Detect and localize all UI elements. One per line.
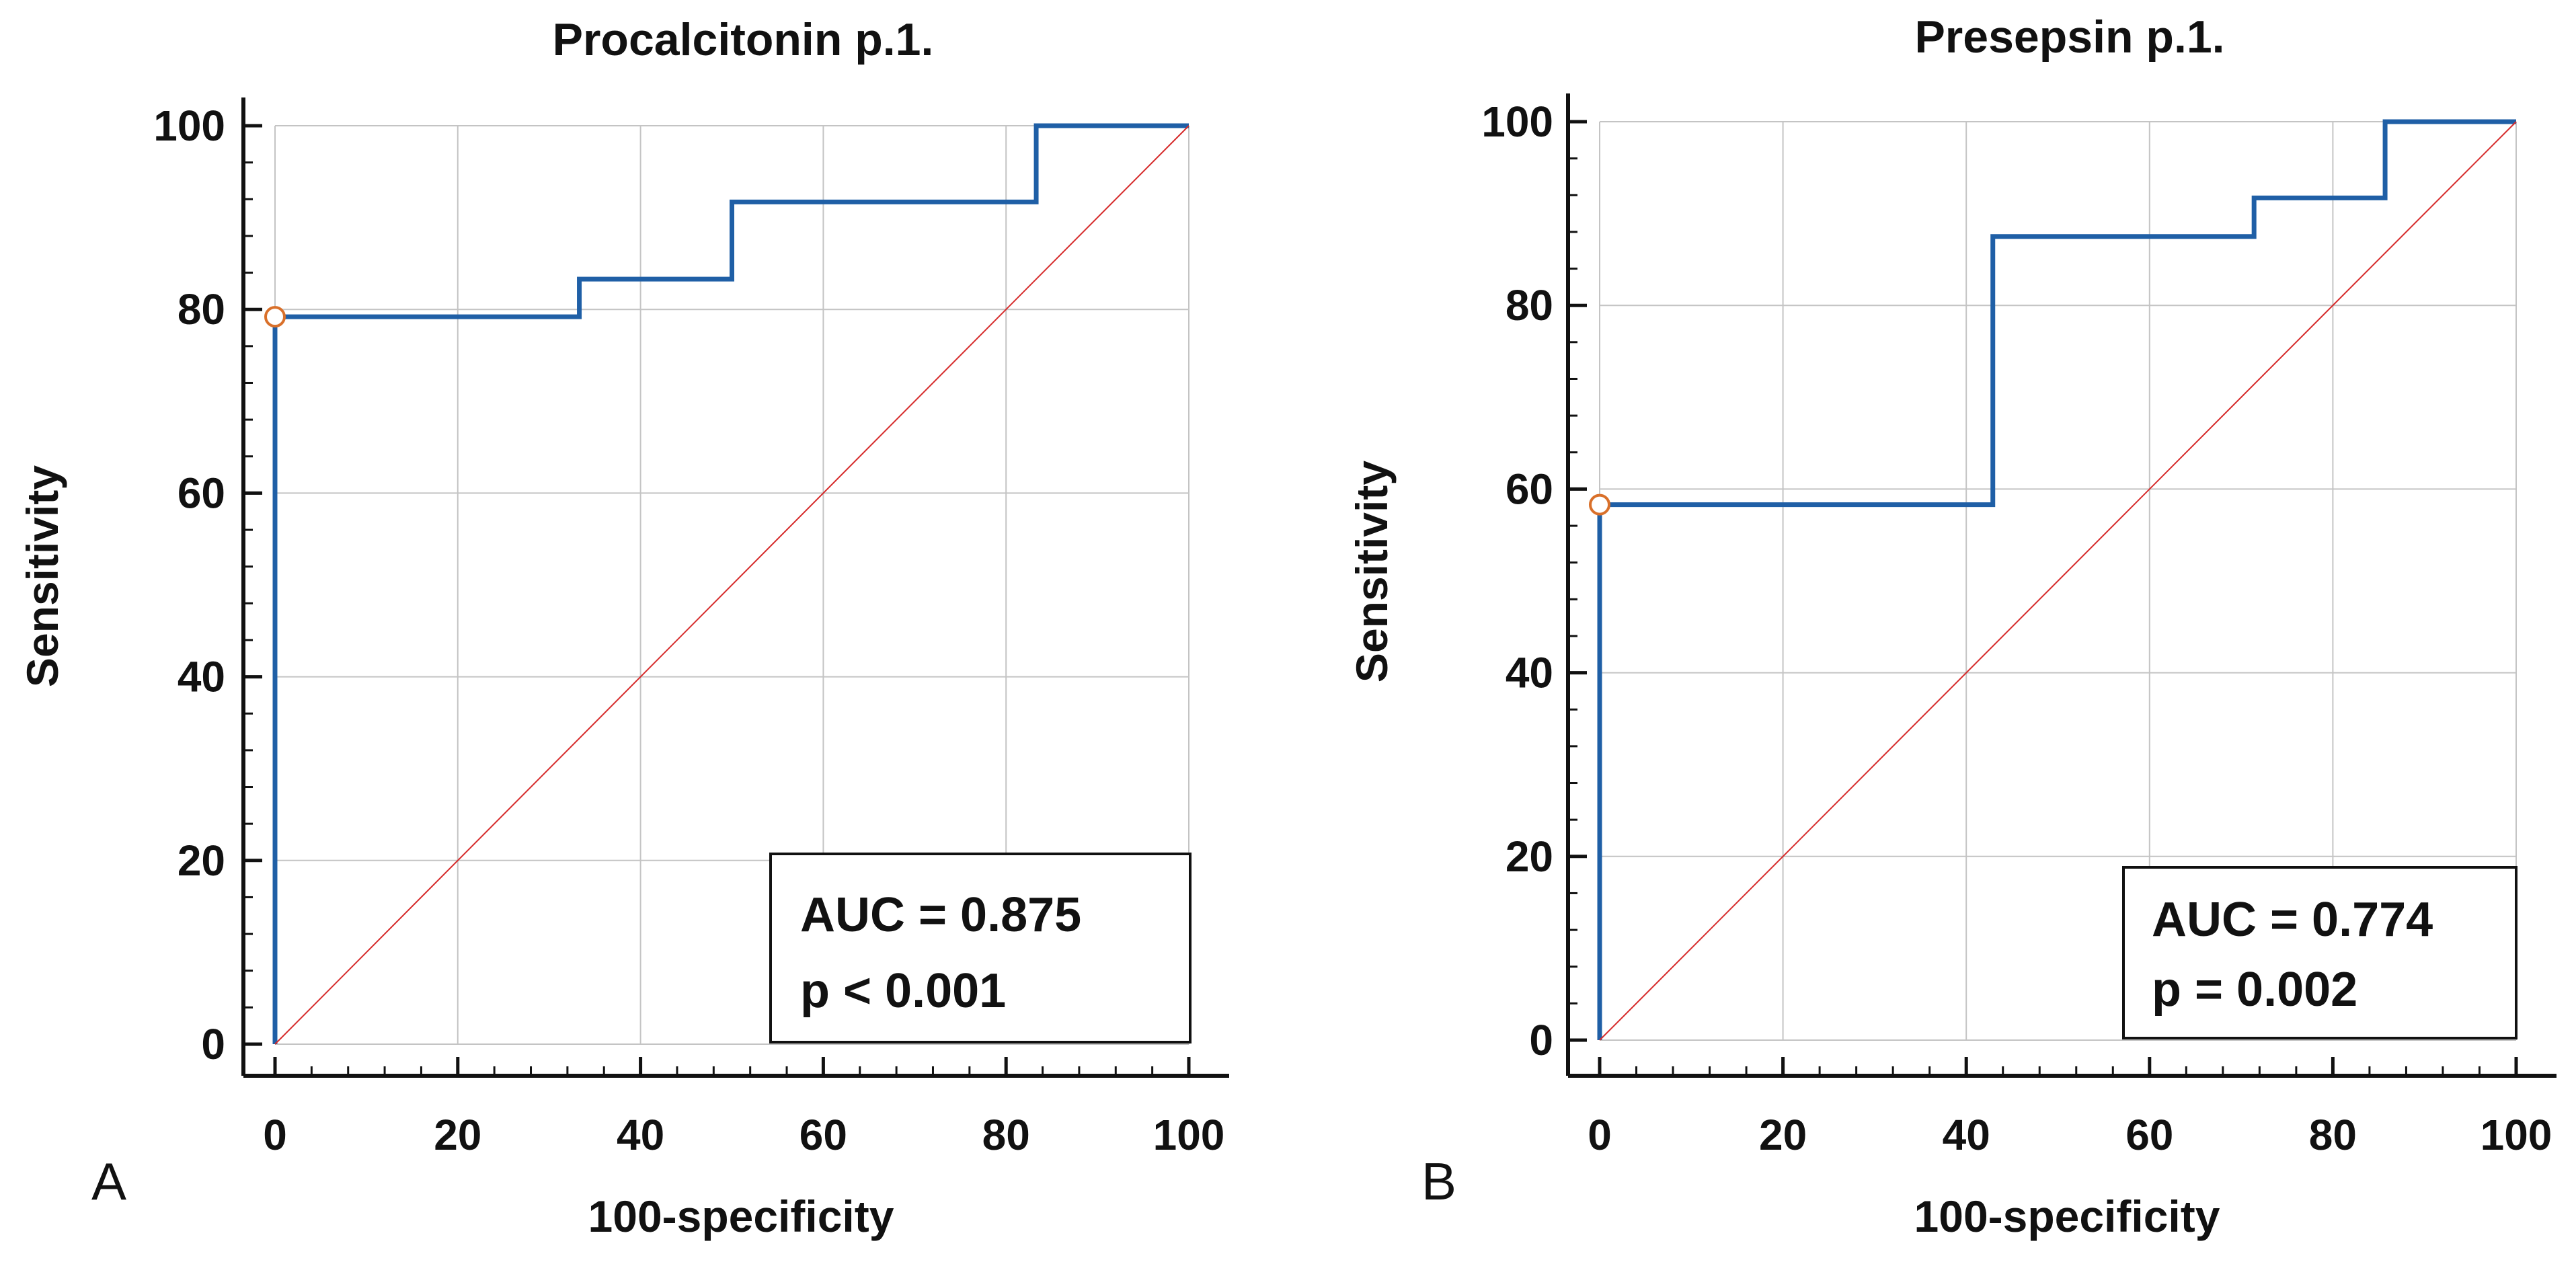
panel-b-xtick-label-100: 100 bbox=[2481, 1111, 2552, 1159]
panel-b-xtick-label-60: 60 bbox=[2125, 1111, 2173, 1159]
panel-a-p-text: p < 0.001 bbox=[800, 964, 1006, 1018]
panel-a-label: A bbox=[91, 1152, 126, 1211]
panel-b-xtick-label-40: 40 bbox=[1943, 1111, 1990, 1159]
panel-b-stats-box: AUC = 0.774 p = 0.002 bbox=[2122, 866, 2518, 1039]
panel-a-auc-text: AUC = 0.875 bbox=[800, 888, 1081, 942]
panel-a-xlabel: 100-specificity bbox=[588, 1191, 894, 1241]
panel-b-roc-curve bbox=[1597, 119, 2516, 1040]
panel-a-xtick-label-20: 20 bbox=[434, 1111, 481, 1159]
panel-a: Procalcitonin p.1. 0 20 40 60 80 100 0 20 40 60 80… bbox=[17, 14, 1229, 1241]
panel-a-criterion-marker bbox=[264, 306, 286, 328]
panel-b-series bbox=[1589, 119, 2517, 1041]
panel-b-ylabel: Sensitivity bbox=[1347, 461, 1397, 682]
panel-a-stats-box: AUC = 0.875 p < 0.001 bbox=[769, 853, 1192, 1043]
panel-b-title: Presepsin p.1. bbox=[1914, 11, 2224, 63]
panel-b-axes: 0 20 40 60 80 100 0 20 40 60 80 100 bbox=[1481, 93, 2557, 1159]
panel-b-ytick-label-100: 100 bbox=[1481, 97, 1553, 146]
panel-b-p-text: p = 0.002 bbox=[2152, 963, 2357, 1017]
panel-b-xtick-label-0: 0 bbox=[1588, 1111, 1612, 1159]
panel-b-xtick-label-80: 80 bbox=[2309, 1111, 2357, 1159]
panel-b-auc-text: AUC = 0.774 bbox=[2152, 893, 2433, 947]
panel-a-title: Procalcitonin p.1. bbox=[553, 14, 934, 65]
panel-b-ytick-label-0: 0 bbox=[1529, 1016, 1553, 1064]
panel-a-stats-frame bbox=[769, 853, 1192, 1043]
panel-a-ytick-label-40: 40 bbox=[178, 653, 225, 701]
panel-b-ytick-label-80: 80 bbox=[1506, 281, 1553, 329]
panel-a-xtick-label-80: 80 bbox=[982, 1111, 1030, 1159]
panel-a-ytick-label-80: 80 bbox=[178, 285, 225, 333]
panel-a-xtick-label-60: 60 bbox=[799, 1111, 847, 1159]
panel-a-xtick-label-100: 100 bbox=[1153, 1111, 1225, 1159]
panel-a-ytick-label-60: 60 bbox=[178, 469, 225, 517]
panel-b-reference-line bbox=[1599, 121, 2517, 1041]
panel-b-xlabel: 100-specificity bbox=[1914, 1191, 2220, 1241]
panel-b-ytick-label-40: 40 bbox=[1506, 649, 1553, 697]
panel-a-ytick-label-100: 100 bbox=[153, 102, 225, 150]
panel-a-xtick-label-0: 0 bbox=[263, 1111, 287, 1159]
panel-a-ytick-label-0: 0 bbox=[201, 1020, 225, 1068]
panel-a-ytick-label-20: 20 bbox=[178, 836, 225, 885]
panel-b-ytick-label-20: 20 bbox=[1506, 832, 1553, 881]
panel-b-xtick-label-20: 20 bbox=[1759, 1111, 1807, 1159]
panel-a-ylabel: Sensitivity bbox=[17, 465, 67, 687]
panel-b-criterion-marker bbox=[1589, 494, 1610, 516]
panel-a-xtick-label-40: 40 bbox=[617, 1111, 664, 1159]
panel-a-roc-curve bbox=[272, 123, 1189, 1044]
panel-b-label: B bbox=[1421, 1152, 1456, 1211]
panel-a-reference-line bbox=[274, 125, 1189, 1045]
panel-b-stats-frame bbox=[2122, 866, 2518, 1039]
panel-a-series bbox=[264, 123, 1189, 1045]
panel-a-axes: 0 20 40 60 80 100 0 20 40 60 80 100 bbox=[153, 97, 1229, 1159]
panel-b-ytick-label-60: 60 bbox=[1506, 465, 1553, 513]
